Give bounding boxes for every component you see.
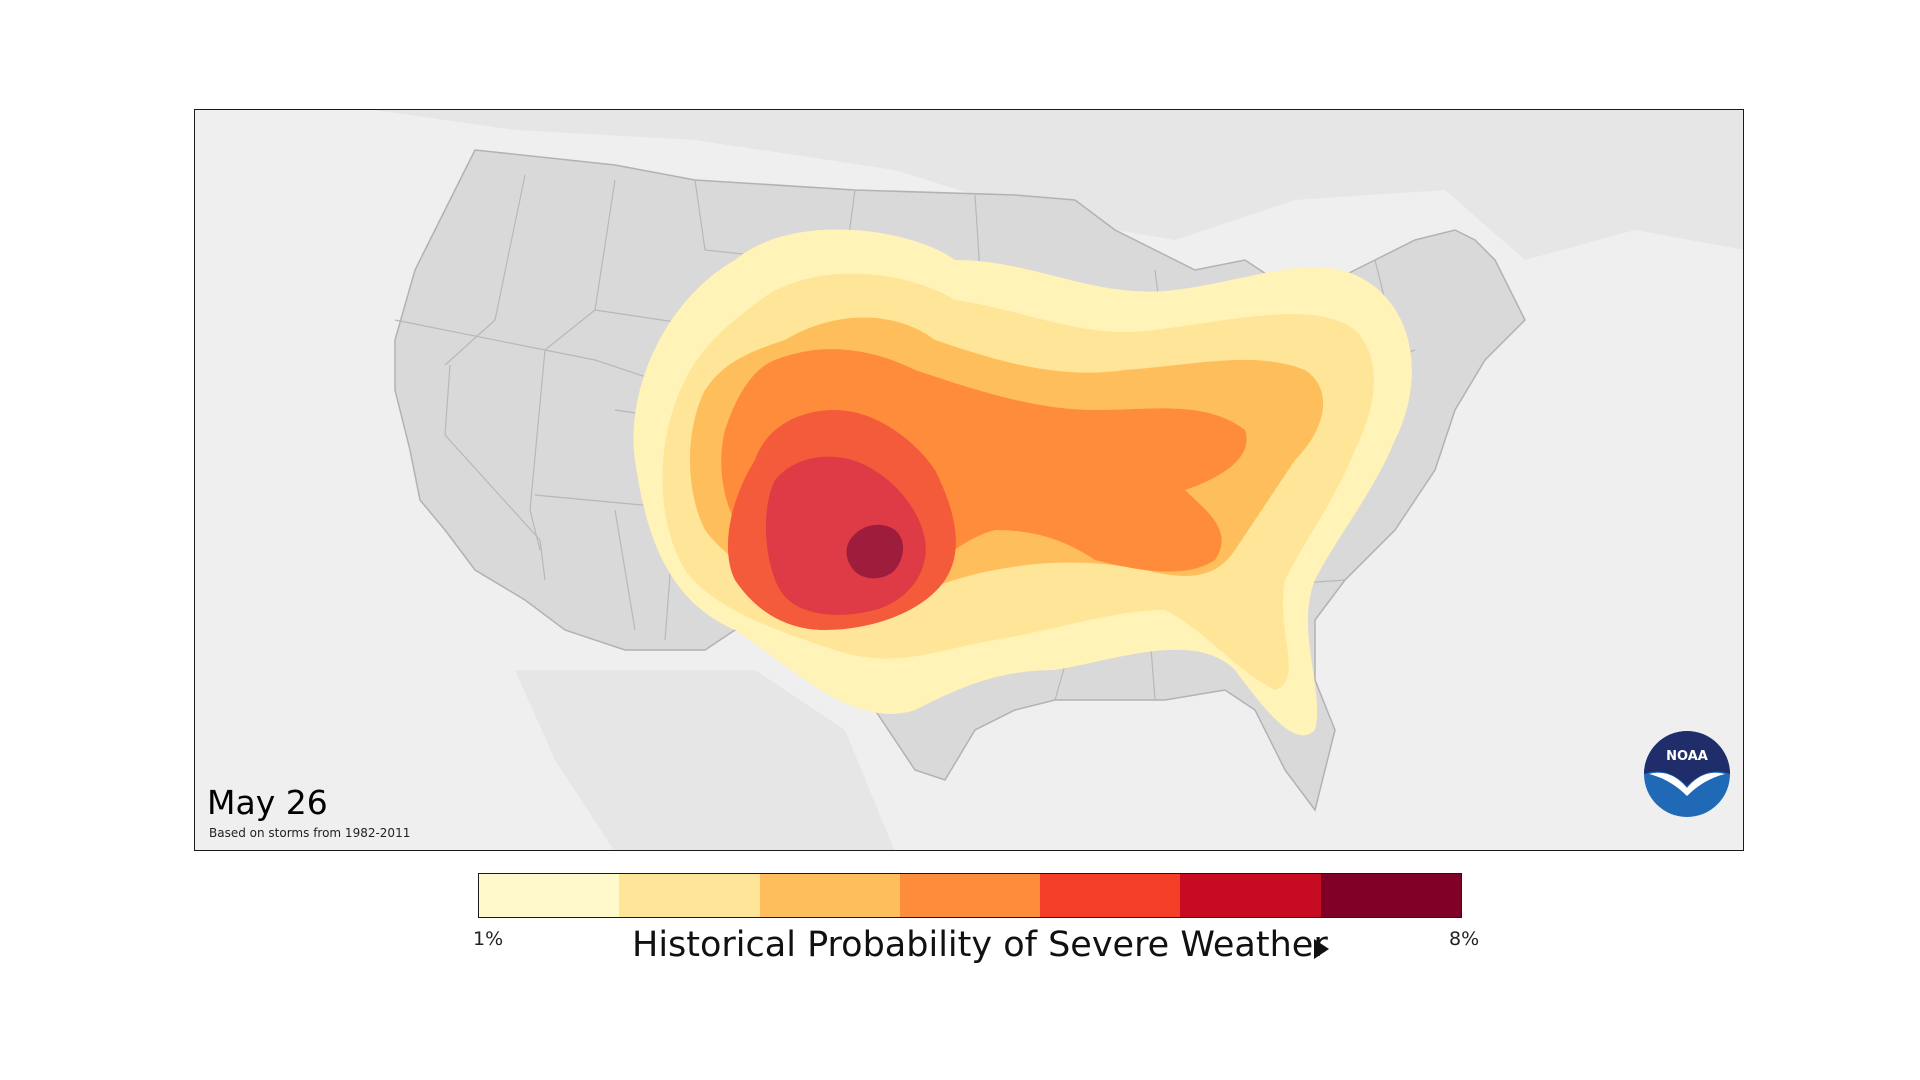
legend-swatch [1320,874,1461,917]
legend-title: Historical Probability of Severe Weather [632,925,1328,965]
legend-swatch [1180,874,1321,917]
mexico-land [515,670,895,850]
triangle-right-icon [1314,939,1329,959]
probability-contours [633,229,1412,736]
legend-swatch [759,874,900,917]
legend-swatch [479,874,620,917]
data-period-note: Based on storms from 1982-2011 [209,826,411,840]
date-label: May 26 [207,783,328,822]
contour-level-7 [846,524,904,579]
probability-map: May 26 Based on storms from 1982-2011 NO… [194,109,1744,851]
legend-color-bar [478,873,1462,918]
legend-max-label: 8% [1449,928,1480,950]
legend-swatch [1040,874,1181,917]
canada-land [375,110,1743,260]
us-map-svg [195,110,1743,850]
legend-min-label: 1% [473,928,504,950]
legend-swatch [619,874,760,917]
noaa-logo: NOAA [1643,730,1731,818]
noaa-logo-text: NOAA [1666,749,1708,764]
legend-swatch [899,874,1041,917]
